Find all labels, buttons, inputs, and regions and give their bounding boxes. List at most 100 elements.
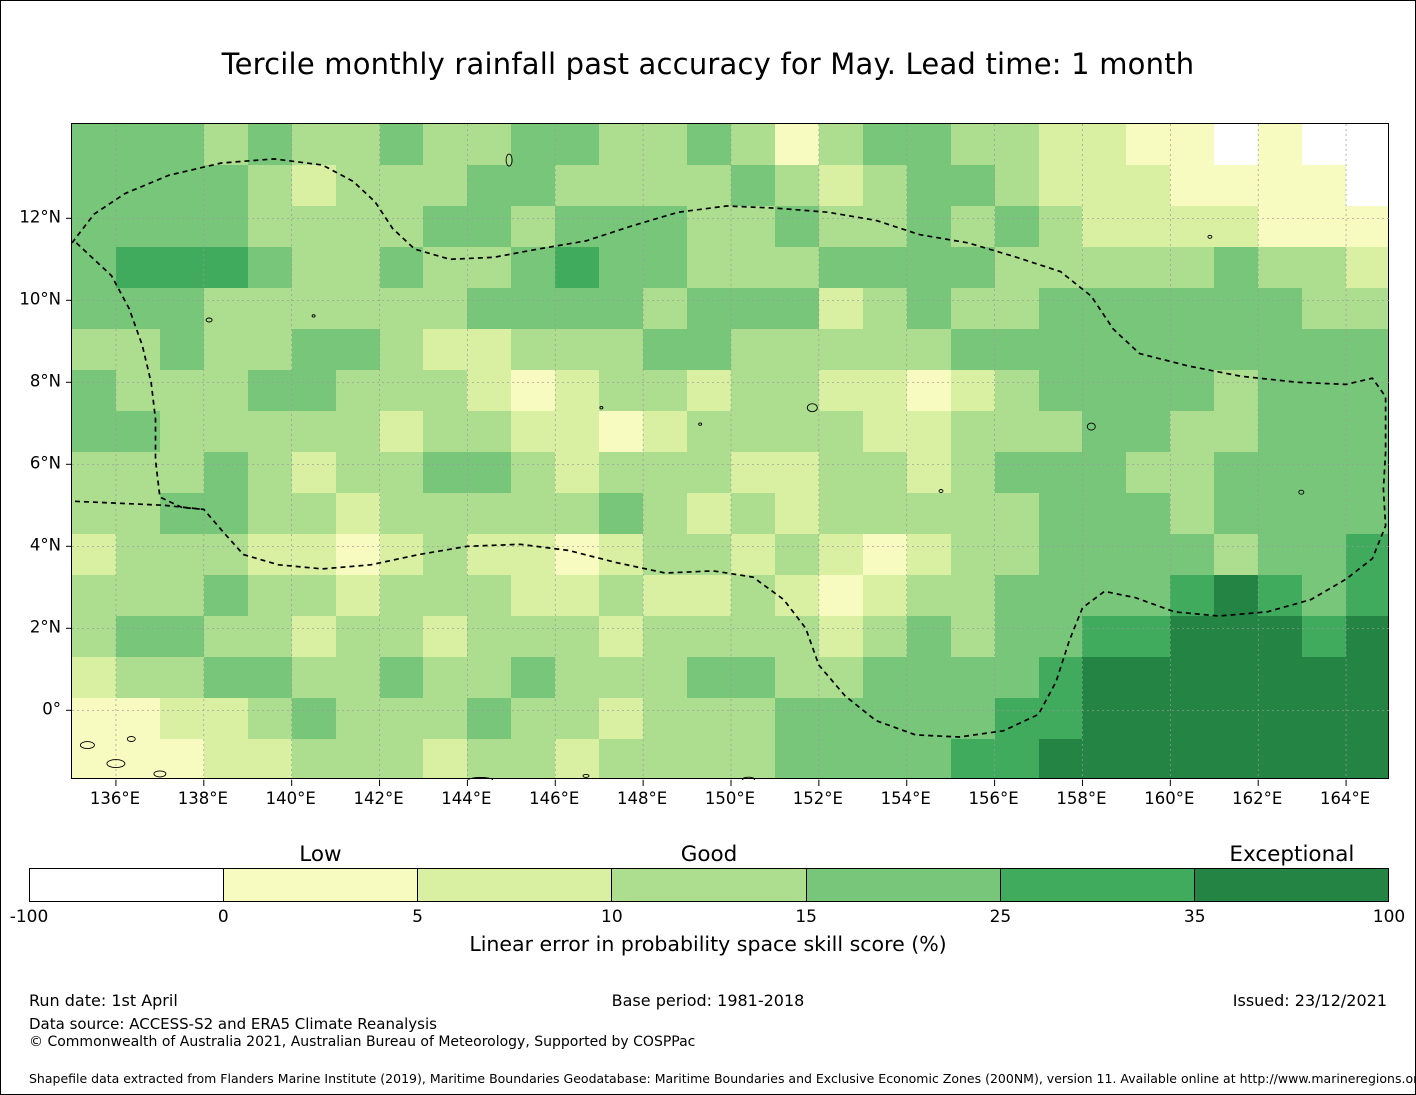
heatmap-cell [555,493,600,535]
heatmap-cell [1082,493,1128,535]
heatmap-cell [643,452,688,494]
heatmap-cell [291,165,337,207]
heatmap-cell [862,452,908,494]
x-axis-tick-label: 162°E [1232,789,1283,808]
colorbar-tick: 35 [1183,907,1206,927]
heatmap-cell [774,534,820,576]
heatmap-cell [1258,493,1303,535]
heatmap-cell [599,657,644,699]
heatmap-cell [379,124,425,166]
heatmap-cell [159,616,205,658]
heatmap-cell [1302,411,1347,453]
heatmap-cell [950,247,996,289]
heatmap-cell [731,124,776,166]
heatmap-cell [687,575,732,617]
heatmap-cell [467,411,513,453]
island-outline [806,403,818,413]
heatmap-cell [467,493,513,535]
heatmap-cell [643,288,688,330]
heatmap-cell [862,575,908,617]
heatmap-cell [1258,698,1303,740]
colorbar-tick: 0 [217,907,229,927]
heatmap-cell [555,288,600,330]
heatmap-cell [731,247,776,289]
heatmap-cell [159,739,205,778]
heatmap-cell [1082,165,1128,207]
colorbar-segment [1194,869,1388,901]
heatmap-cell [467,616,513,658]
heatmap-cell [115,247,161,289]
heatmap-cell [335,616,381,658]
heatmap-cell [1038,452,1084,494]
heatmap-cell [159,534,205,576]
heatmap-cell [1302,493,1347,535]
eez-boundary-line [72,158,1387,738]
heatmap-cell [950,329,996,371]
heatmap-cell [467,739,513,778]
heatmap-cell [555,165,600,207]
heatmap-cell [1082,452,1128,494]
heatmap-cell [1346,534,1388,576]
heatmap-cell [159,370,205,412]
heatmap-cell [1346,206,1388,248]
heatmap-cell [511,575,556,617]
heatmap-cell [1082,206,1128,248]
heatmap-cell [687,739,732,778]
island-outline [311,314,316,318]
island-outline [468,777,494,780]
heatmap-cell [1346,411,1388,453]
island-outline [938,489,944,493]
heatmap-cell [774,329,820,371]
heatmap-cell [643,534,688,576]
heatmap-cell [994,616,1040,658]
heatmap-cell [1038,124,1084,166]
heatmap-cell [599,411,644,453]
island-outline [599,406,604,410]
heatmap-cell [731,329,776,371]
heatmap-cell [72,657,117,699]
heatmap-cell [115,288,161,330]
heatmap-cell [511,370,556,412]
heatmap-cell [555,329,600,371]
heatmap-cell [1302,616,1347,658]
heatmap-cell [203,739,249,778]
x-axis-tick-label: 164°E [1319,789,1371,808]
heatmap-cell [115,206,161,248]
heatmap-cell [1214,534,1259,576]
heatmap-cell [247,452,293,494]
heatmap-cell [599,493,644,535]
heatmap-cell [379,698,425,740]
heatmap-cell [1302,247,1347,289]
y-axis-tick-label: 4°N [29,535,61,555]
heatmap-cell [1214,616,1259,658]
heatmap-cell [731,165,776,207]
legend-label-exceptional: Exceptional [1229,842,1355,867]
island-outline [205,317,213,323]
heatmap-cell [731,657,776,699]
heatmap-cell [774,370,820,412]
heatmap-cell [687,452,732,494]
heatmap-cell [818,493,864,535]
heatmap-cell [1126,288,1172,330]
heatmap-cell [203,698,249,740]
heatmap-cell [1214,288,1259,330]
heatmap-cell [1038,616,1084,658]
heatmap-cell [1126,534,1172,576]
island-outline [1298,489,1305,495]
heatmap-cell [335,657,381,699]
heatmap-cell [731,411,776,453]
heatmap-cell [467,657,513,699]
heatmap-cell [1170,288,1215,330]
colorbar-segment [612,869,807,901]
heatmap-cell [1126,616,1172,658]
heatmap-cell [335,329,381,371]
heatmap-cell [950,534,996,576]
y-axis-tick-label: 6°N [29,453,61,473]
heatmap-cell [203,206,249,248]
heatmap-cell [467,288,513,330]
heatmap-cell [247,124,293,166]
legend-label-good: Good [680,842,738,867]
heatmap-cell [994,124,1040,166]
x-axis-tick-label: 152°E [792,789,843,808]
heatmap-cell [818,206,864,248]
